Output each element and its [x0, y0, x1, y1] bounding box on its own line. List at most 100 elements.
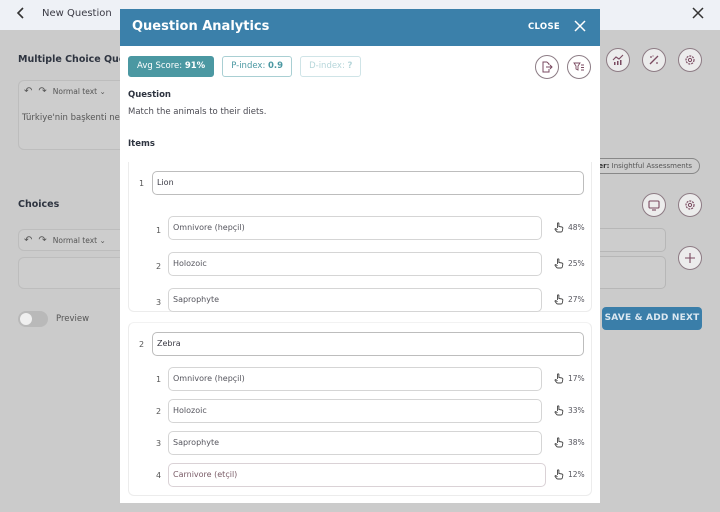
preview-toggle[interactable] [18, 311, 48, 327]
d-index-value: ? [347, 61, 353, 71]
back-button[interactable] [16, 6, 32, 24]
avg-score-label: Avg Score: [137, 61, 185, 71]
plus-icon [685, 253, 695, 263]
choice-percent: 27% [568, 295, 585, 304]
analytics-icon [612, 54, 624, 65]
undo-icon[interactable]: ↶ [24, 235, 33, 246]
choice-field[interactable]: Carnivore (etçil) [168, 463, 546, 487]
choice-number: 3 [156, 439, 162, 448]
choice-response-rate: 33% [554, 405, 585, 416]
item-number: 2 [139, 340, 145, 349]
choice-field[interactable]: Saprophyte [168, 288, 542, 312]
choice-input-1[interactable] [595, 228, 666, 252]
preview-device-button[interactable] [642, 193, 666, 217]
item-group-2: 2 Zebra 1 Omnivore (hepçil) 17% 2 Holozo… [128, 322, 592, 496]
choice-number: 2 [156, 407, 162, 416]
choice-response-rate: 27% [554, 294, 585, 305]
question-text: Match the animals to their diets. [128, 107, 267, 117]
analytics-badges: Avg Score: 91% P-index: 0.9 D-index: ? [128, 56, 362, 77]
editor-toolbar: ↶ ↷ Normal text ⌄ [24, 86, 106, 97]
choice-percent: 12% [568, 470, 585, 479]
question-text-preview[interactable]: Türkiye'nin başkenti nere [22, 113, 129, 123]
choice-editor[interactable] [18, 257, 138, 289]
question-analytics-modal: Question Analytics CLOSE Avg Score: 91% … [120, 9, 600, 503]
choice-response-rate: 12% [554, 469, 585, 480]
choice-number: 4 [156, 471, 162, 480]
choice-response-rate: 38% [554, 437, 585, 448]
hand-pointer-icon [554, 222, 564, 233]
chevron-left-icon [16, 7, 24, 19]
settings-button[interactable] [678, 48, 702, 72]
question-editor[interactable] [18, 80, 138, 150]
choice-field[interactable]: Omnivore (hepçil) [168, 216, 542, 240]
close-text-button[interactable]: CLOSE [527, 22, 560, 32]
redo-icon[interactable]: ↷ [38, 235, 47, 246]
undo-icon[interactable]: ↶ [24, 86, 33, 97]
choice-number: 2 [156, 262, 162, 271]
filter-button[interactable] [567, 55, 591, 79]
save-and-add-next-button[interactable]: SAVE & ADD NEXT [602, 307, 702, 330]
text-format-select[interactable]: Normal text ⌄ [52, 87, 106, 96]
p-index-badge: P-index: 0.9 [222, 56, 293, 77]
avg-score-value: 91% [184, 61, 206, 71]
hand-pointer-icon [554, 469, 564, 480]
folder-label: lder: [591, 162, 610, 170]
choice-percent: 38% [568, 438, 585, 447]
modal-close-button[interactable] [572, 18, 588, 34]
add-choice-button[interactable] [678, 246, 702, 270]
choice-percent: 33% [568, 406, 585, 415]
d-index-badge: D-index: ? [300, 56, 362, 77]
redo-icon[interactable]: ↷ [38, 86, 47, 97]
avg-score-badge: Avg Score: 91% [128, 56, 215, 77]
close-page-button[interactable] [692, 4, 704, 24]
hand-pointer-icon [554, 258, 564, 269]
export-icon [542, 61, 553, 73]
hand-pointer-icon [554, 405, 564, 416]
choices-editor-toolbar: ↶ ↷ Normal text ⌄ [24, 235, 106, 246]
choice-response-rate: 48% [554, 222, 585, 233]
analytics-button[interactable] [606, 48, 630, 72]
choice-field[interactable]: Saprophyte [168, 431, 542, 455]
magic-wand-icon [649, 55, 659, 65]
choice-number: 3 [156, 298, 162, 307]
item-number: 1 [139, 179, 145, 188]
question-label: Question [128, 90, 171, 100]
folder-value: Insightful Assessments [611, 162, 693, 170]
preview-label: Preview [56, 314, 90, 324]
choice-number: 1 [156, 375, 162, 384]
choices-settings-button[interactable] [678, 193, 702, 217]
magic-wand-button[interactable] [642, 48, 666, 72]
choice-field[interactable]: Holozoic [168, 399, 542, 423]
p-index-value: 0.9 [268, 61, 284, 71]
export-button[interactable] [535, 55, 559, 79]
hand-pointer-icon [554, 373, 564, 384]
choice-percent: 17% [568, 374, 585, 383]
text-format-select[interactable]: Normal text ⌄ [52, 236, 106, 245]
d-index-label: D-index: [309, 61, 348, 71]
hand-pointer-icon [554, 437, 564, 448]
choices-heading: Choices [18, 199, 60, 210]
close-icon [574, 20, 586, 32]
choice-response-rate: 25% [554, 258, 585, 269]
items-label: Items [128, 139, 155, 149]
hand-pointer-icon [554, 294, 564, 305]
item-field[interactable]: Lion [152, 171, 584, 195]
item-group-1: 1 Lion 1 Omnivore (hepçil) 48% 2 Holozoi… [128, 162, 592, 312]
choice-field[interactable]: Omnivore (hepçil) [168, 367, 542, 391]
filter-list-icon [573, 62, 584, 71]
choice-response-rate: 17% [554, 373, 585, 384]
close-icon [692, 7, 704, 19]
choice-number: 1 [156, 226, 162, 235]
gear-icon [685, 55, 695, 65]
choice-percent: 25% [568, 259, 585, 268]
page-title: New Question [42, 8, 112, 19]
item-field[interactable]: Zebra [152, 332, 584, 356]
choice-input-2[interactable] [595, 256, 666, 289]
modal-header: Question Analytics CLOSE [120, 9, 600, 46]
choice-field[interactable]: Holozoic [168, 252, 542, 276]
p-index-label: P-index: [231, 61, 269, 71]
modal-title: Question Analytics [132, 19, 270, 34]
choice-percent: 48% [568, 223, 585, 232]
gear-icon [685, 200, 695, 210]
question-type-heading: Multiple Choice Quest [18, 54, 136, 65]
